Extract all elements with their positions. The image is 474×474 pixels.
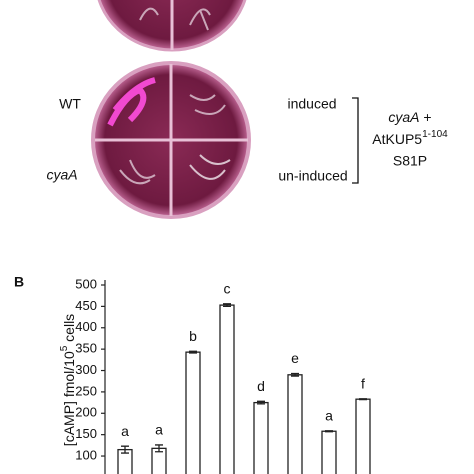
bar [321,430,337,474]
y-tick-label: 300 [75,362,97,377]
strain-line2: AtKUP51-104 [372,129,448,147]
bar [355,398,371,474]
bar [185,351,201,474]
bar [253,401,269,474]
y-label-sup: 5 [59,345,70,351]
strain-italic: cyaA [388,109,419,125]
top-dish [97,0,247,52]
strain-gene: AtKUP5 [372,131,422,147]
group-label: a [325,408,333,424]
strain-sup: 1-104 [422,129,448,140]
group-label: e [291,350,299,366]
error-bar [359,398,367,401]
group-label: a [121,423,129,439]
error-bar [189,350,197,354]
y-tick-label: 250 [75,383,97,398]
bar [219,304,235,474]
strain-line1: cyaA + [388,109,431,125]
error-bar [155,444,163,453]
strain-plus: + [423,109,431,125]
error-bar [257,400,265,405]
y-tick-label: 500 [75,276,97,291]
group-label: b [189,328,197,344]
y-axis-label: [cAMP] fmol/105 cells [59,314,77,446]
uninduced-label: un-induced [278,168,347,184]
strain-line3: S81P [393,153,427,169]
y-label-main: [cAMP] fmol/10 [61,351,77,446]
error-bar [223,303,231,308]
panel-label: B [14,274,24,290]
wt-label: WT [59,96,81,112]
y-tick-label: 400 [75,319,97,334]
group-label: c [224,281,231,297]
y-tick-label: 450 [75,298,97,313]
error-bar [121,445,129,454]
mutant-label: cyaA [46,167,77,183]
y-label-tail: cells [61,314,77,346]
error-bar [325,430,333,433]
y-tick-label: 100 [75,447,97,462]
bottom-dish [91,61,251,219]
bracket [352,97,359,184]
y-tick-label: 350 [75,341,97,356]
y-tick-label: 200 [75,405,97,420]
group-label: d [257,378,265,394]
bar [287,374,303,474]
group-label: a [155,422,163,438]
error-bar [291,372,299,377]
y-tick-label: 150 [75,426,97,441]
induced-label: induced [287,96,336,112]
group-label: f [361,375,365,391]
